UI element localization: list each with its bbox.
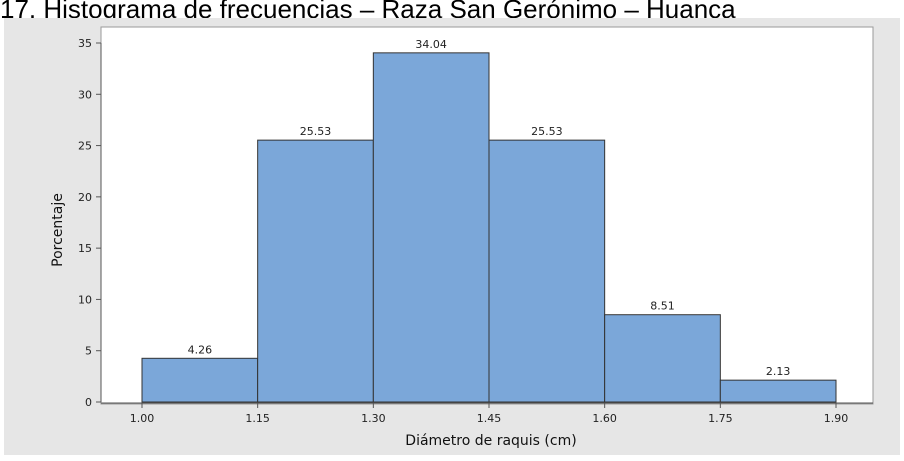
x-tick-label: 1.60 bbox=[592, 412, 617, 425]
x-tick-label: 1.30 bbox=[361, 412, 386, 425]
x-tick-label: 1.75 bbox=[708, 412, 733, 425]
x-tick-label: 1.45 bbox=[477, 412, 502, 425]
histogram-bar bbox=[257, 139, 374, 403]
y-tick-label: 25 bbox=[78, 140, 92, 153]
y-tick-label: 20 bbox=[78, 191, 92, 204]
histogram-bar bbox=[488, 139, 606, 403]
y-tick-label: 15 bbox=[78, 242, 92, 255]
y-tick-label: 10 bbox=[78, 293, 92, 306]
x-tick-label: 1.90 bbox=[824, 412, 849, 425]
y-tick-label: 0 bbox=[85, 396, 92, 409]
x-tick-label: 1.00 bbox=[130, 412, 155, 425]
bar-value-label: 4.26 bbox=[188, 343, 213, 356]
bar-value-label: 34.04 bbox=[415, 38, 447, 51]
y-tick-label: 35 bbox=[78, 37, 92, 50]
histogram-bar bbox=[372, 52, 490, 403]
bar-value-label: 25.53 bbox=[531, 125, 563, 138]
histogram-bar bbox=[141, 357, 259, 403]
bar-value-label: 25.53 bbox=[300, 125, 332, 138]
histogram-bar bbox=[604, 314, 721, 403]
bar-value-label: 8.51 bbox=[650, 300, 675, 313]
x-tick-label: 1.15 bbox=[245, 412, 270, 425]
y-tick-label: 5 bbox=[85, 345, 92, 358]
y-axis-title: Porcentaje bbox=[50, 193, 66, 267]
bar-value-label: 2.13 bbox=[766, 365, 791, 378]
x-axis-title: Diámetro de raquis (cm) bbox=[405, 433, 576, 449]
histogram-bar bbox=[719, 379, 837, 403]
histogram-chart: 4.26 25.53 34.04 25.53 8.51 2.13 0 5 10 15 20 25 30… bbox=[50, 26, 874, 449]
chart-figure: 4.26 25.53 34.04 25.53 8.51 2.13 0 5 10 15 20 25 30… bbox=[4, 18, 900, 455]
y-tick-label: 30 bbox=[78, 88, 92, 101]
